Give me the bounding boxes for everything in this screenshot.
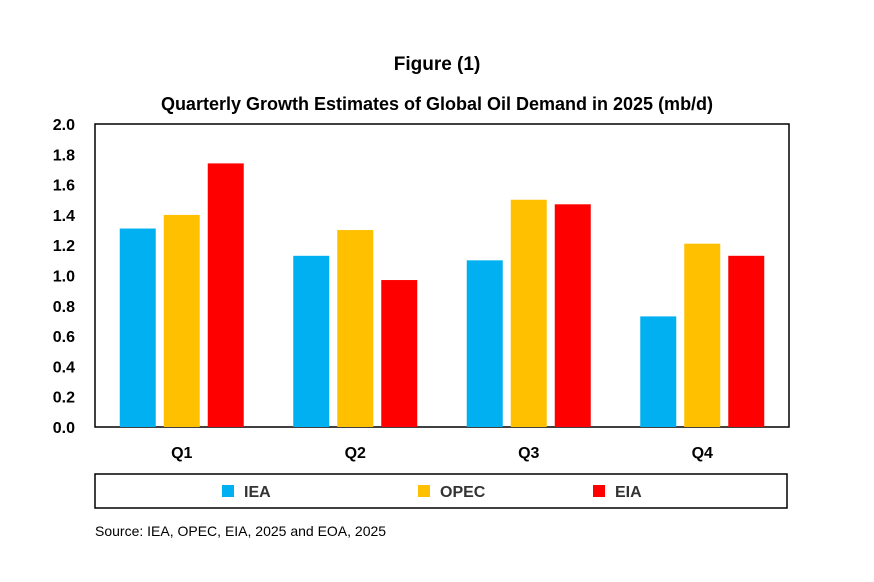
bar-iea-q3 <box>466 260 503 427</box>
legend-label-iea: IEA <box>244 484 271 501</box>
y-tick-label: 0.4 <box>53 359 75 376</box>
x-tick-label: Q2 <box>345 445 366 462</box>
bar-eia-q3 <box>554 204 591 427</box>
bar-opec-q4 <box>684 243 721 427</box>
legend: IEA OPEC EIA <box>94 473 788 509</box>
x-axis-ticks: Q1 Q2 Q3 Q4 <box>171 445 713 462</box>
source-note: Source: IEA, OPEC, EIA, 2025 and EOA, 20… <box>95 523 386 539</box>
legend-box <box>94 473 788 509</box>
legend-label-opec: OPEC <box>440 484 486 501</box>
y-tick-label: 0.2 <box>53 390 75 407</box>
y-tick-label: 0.6 <box>53 329 75 346</box>
y-tick-label: 1.0 <box>53 269 75 286</box>
y-tick-label: 2.0 <box>53 117 75 134</box>
bar-eia-q2 <box>381 280 418 427</box>
y-tick-label: 0.0 <box>53 420 75 437</box>
plot-area <box>94 123 790 428</box>
legend-label-eia: EIA <box>615 484 642 501</box>
bar-iea-q2 <box>293 255 330 427</box>
y-tick-label: 1.4 <box>53 208 75 225</box>
bars-group <box>119 163 765 427</box>
y-tick-label: 1.2 <box>53 238 75 255</box>
chart-title: Quarterly Growth Estimates of Global Oil… <box>161 94 713 114</box>
legend-items: IEA OPEC EIA <box>222 484 642 501</box>
bar-opec-q2 <box>337 230 374 427</box>
y-axis-ticks: 0.0 0.2 0.4 0.6 0.8 1.0 1.2 1.4 1.6 1.8 2.0 <box>53 117 75 437</box>
y-tick-label: 0.8 <box>53 299 75 316</box>
bar-iea-q1 <box>119 228 156 427</box>
y-tick-label: 1.8 <box>53 147 75 164</box>
y-tick-label: 1.6 <box>53 178 75 195</box>
bar-opec-q1 <box>163 214 200 427</box>
x-tick-label: Q1 <box>171 445 192 462</box>
legend-swatch-eia <box>593 485 605 497</box>
bar-opec-q3 <box>510 199 547 427</box>
bar-eia-q1 <box>207 163 244 427</box>
bar-iea-q4 <box>640 316 677 427</box>
x-tick-label: Q3 <box>518 445 539 462</box>
legend-swatch-opec <box>418 485 430 497</box>
legend-swatch-iea <box>222 485 234 497</box>
x-tick-label: Q4 <box>692 445 713 462</box>
bar-eia-q4 <box>728 255 765 427</box>
figure-label: Figure (1) <box>394 54 481 75</box>
